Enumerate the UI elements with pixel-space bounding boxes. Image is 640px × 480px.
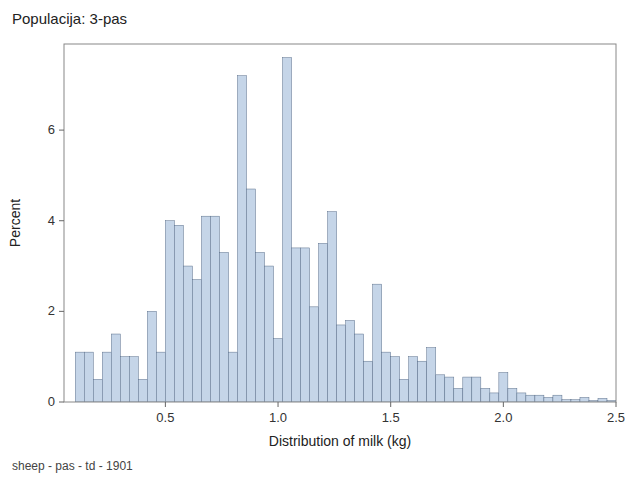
y-tick-label: 6: [48, 122, 55, 137]
y-tick: [59, 220, 64, 221]
bar: [544, 397, 553, 402]
bar: [292, 248, 301, 402]
bar: [481, 388, 490, 402]
bar: [409, 357, 418, 402]
bar: [256, 252, 265, 402]
bar: [553, 395, 562, 402]
bar: [156, 352, 165, 402]
bar: [382, 352, 391, 402]
y-tick-label: 2: [48, 303, 55, 318]
y-tick-label: 0: [48, 394, 55, 409]
bar: [490, 393, 499, 402]
bar: [445, 377, 454, 402]
bar: [598, 398, 607, 402]
bar: [364, 361, 373, 402]
bar: [472, 377, 481, 402]
x-tick-label: 1.5: [382, 410, 400, 425]
y-axis-label: Percent: [7, 199, 23, 247]
bar: [508, 388, 517, 402]
bar: [120, 357, 129, 402]
bar: [436, 375, 445, 402]
bar: [454, 388, 463, 402]
bar: [265, 266, 274, 402]
bar: [427, 348, 436, 402]
bar: [192, 280, 201, 402]
bar: [84, 352, 93, 402]
bar: [228, 352, 237, 402]
bar: [283, 58, 292, 402]
bar: [373, 284, 382, 402]
x-tick: [390, 402, 391, 407]
title: Populacija: 3-pas: [12, 10, 127, 27]
bar: [183, 266, 192, 402]
bar: [526, 395, 535, 402]
bar: [310, 307, 319, 402]
bar: [174, 225, 183, 402]
x-tick-label: 2.0: [494, 410, 512, 425]
y-tick: [59, 402, 64, 403]
x-tick-label: 0.5: [156, 410, 174, 425]
x-axis-label: Distribution of milk (kg): [269, 433, 411, 449]
bars: [75, 58, 616, 402]
x-tick: [616, 402, 617, 407]
y-tick-label: 4: [48, 213, 55, 228]
chart: Populacija: 3-pas 0.5 1.0 1.5 2.0 2.5 0 2 4 6 Dist…: [0, 0, 640, 480]
bar: [129, 357, 138, 402]
x-tick: [278, 402, 279, 407]
bar: [346, 320, 355, 402]
bar: [102, 352, 111, 402]
bar: [418, 361, 427, 402]
bar: [75, 352, 84, 402]
bar: [337, 325, 346, 402]
bar: [246, 189, 255, 402]
bar: [274, 339, 283, 402]
bar: [93, 379, 102, 402]
bar: [319, 243, 328, 402]
bar: [210, 216, 219, 402]
x-tick-label: 1.0: [269, 410, 287, 425]
bar: [147, 311, 156, 402]
bar: [201, 216, 210, 402]
y-tick: [59, 130, 64, 131]
bar: [535, 395, 544, 402]
x-tick-label: 2.5: [607, 410, 625, 425]
x-tick: [503, 402, 504, 407]
bar: [499, 373, 508, 402]
bar: [391, 357, 400, 402]
bar: [237, 76, 246, 402]
bar: [219, 252, 228, 402]
bar: [111, 334, 120, 402]
bar: [463, 377, 472, 402]
x-tick: [165, 402, 166, 407]
bar: [138, 379, 147, 402]
y-tick: [59, 311, 64, 312]
bar: [400, 379, 409, 402]
footnote: sheep - pas - td - 1901: [12, 459, 133, 473]
bar: [328, 212, 337, 402]
bar: [301, 248, 310, 402]
bar: [517, 393, 526, 402]
bar: [355, 334, 364, 402]
bar: [165, 221, 174, 402]
plot-frame: [64, 44, 616, 402]
bar: [580, 397, 589, 402]
